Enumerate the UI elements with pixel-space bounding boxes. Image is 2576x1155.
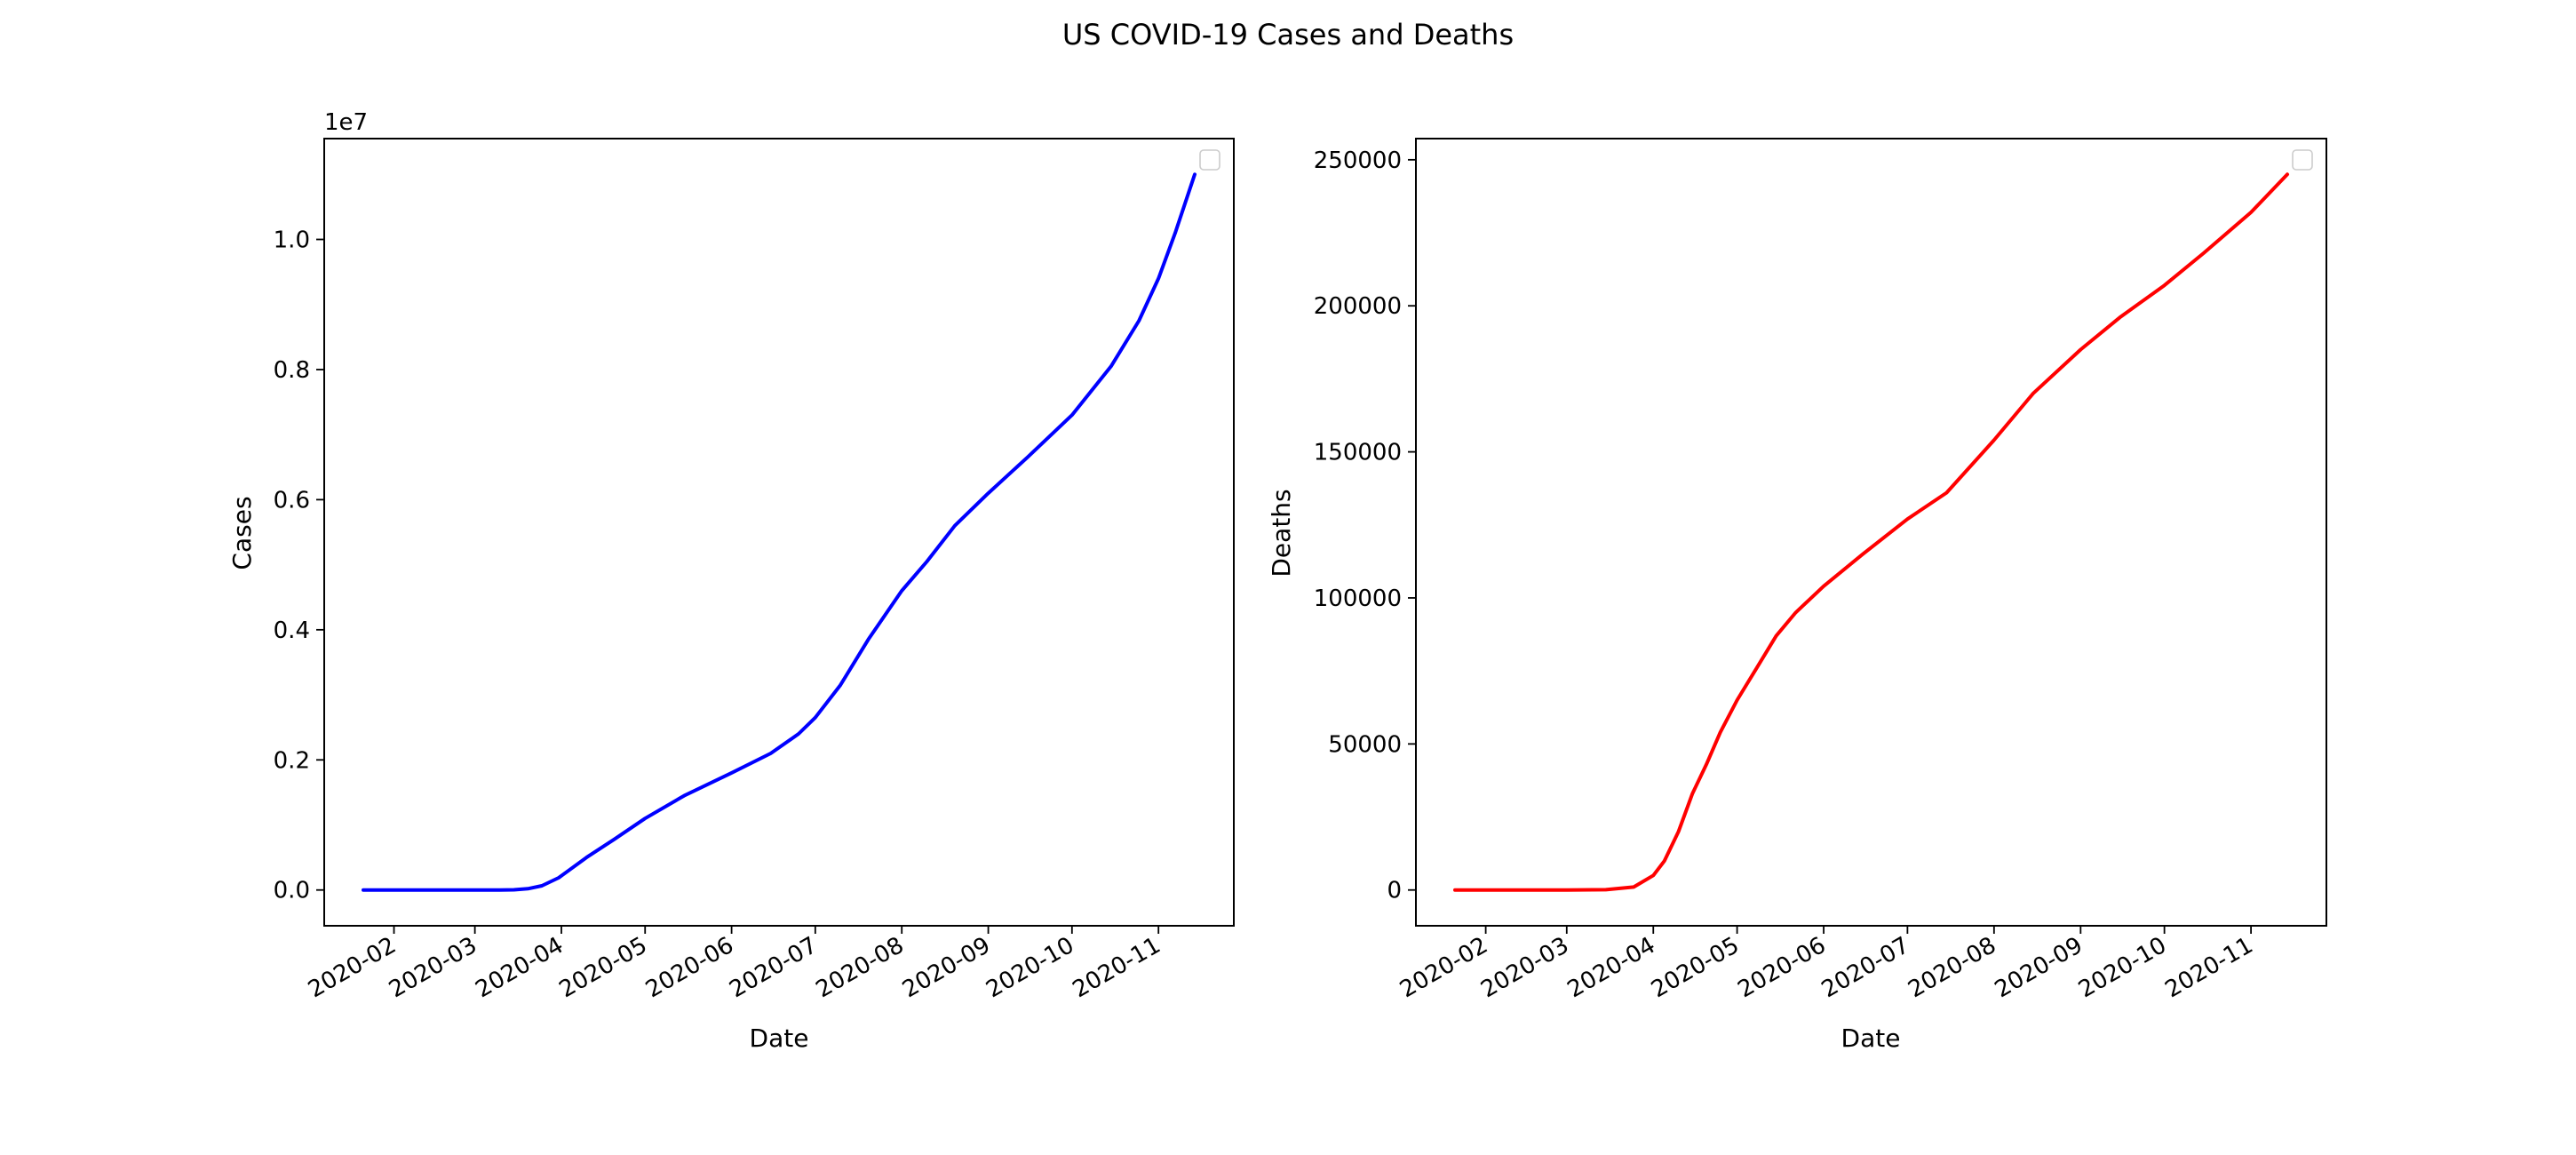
deaths-x-tick-label: 2020-06	[1733, 932, 1830, 1003]
deaths-y-tick-label: 0	[1387, 878, 1402, 904]
deaths-y-axis-label: Deaths	[1267, 489, 1296, 577]
cases-y-tick-label: 0.8	[274, 357, 310, 384]
cases-y-axis-label: Cases	[227, 496, 257, 570]
cases-x-tick-label: 2020-07	[725, 932, 822, 1003]
deaths-x-tick-label: 2020-04	[1563, 932, 1660, 1003]
figure-title: US COVID-19 Cases and Deaths	[1062, 18, 1514, 52]
cases-x-tick-label: 2020-11	[1069, 932, 1165, 1003]
deaths-x-tick-label: 2020-02	[1395, 932, 1492, 1003]
cases-y-tick-label: 0.6	[274, 487, 310, 514]
cases-y-tick-label: 0.2	[274, 747, 310, 774]
cases-x-axis-label: Date	[750, 1024, 809, 1053]
cases-x-tick-label: 2020-04	[471, 932, 568, 1003]
cases-y-offset-label: 1e7	[324, 109, 368, 136]
cases-ticks: 2020-022020-032020-042020-052020-062020-…	[274, 227, 1165, 1003]
deaths-chart: 2020-022020-032020-042020-052020-062020-…	[1267, 138, 2327, 1053]
cases-y-tick-label: 0.4	[274, 617, 310, 644]
cases-x-tick-label: 2020-03	[385, 932, 481, 1003]
deaths-plot-frame	[1415, 138, 2327, 927]
deaths-y-tick-label: 100000	[1314, 585, 1402, 612]
deaths-x-tick-label: 2020-08	[1904, 932, 2000, 1003]
deaths-series-line	[1453, 172, 2289, 892]
deaths-x-tick-label: 2020-07	[1817, 932, 1914, 1003]
deaths-y-tick-label: 150000	[1314, 440, 1402, 466]
cases-x-tick-label: 2020-02	[304, 932, 401, 1003]
cases-x-tick-label: 2020-08	[812, 932, 909, 1003]
deaths-x-tick-label: 2020-03	[1476, 932, 1573, 1003]
cases-plot-frame	[323, 138, 1235, 927]
deaths-series	[1453, 172, 2289, 892]
deaths-x-axis-label: Date	[1841, 1024, 1901, 1053]
cases-series-line	[362, 172, 1197, 892]
deaths-x-tick-label: 2020-11	[2161, 932, 2258, 1003]
cases-x-tick-label: 2020-05	[555, 932, 652, 1003]
deaths-legend	[2292, 149, 2313, 171]
cases-y-tick-label: 0.0	[274, 878, 310, 904]
deaths-y-tick-label: 200000	[1314, 293, 1402, 320]
cases-x-tick-label: 2020-10	[982, 932, 1078, 1003]
deaths-y-tick-label: 50000	[1328, 731, 1402, 758]
cases-x-tick-label: 2020-09	[898, 932, 995, 1003]
cases-x-tick-label: 2020-06	[641, 932, 738, 1003]
deaths-ticks: 2020-022020-032020-042020-052020-062020-…	[1314, 147, 2258, 1004]
deaths-x-tick-label: 2020-10	[2074, 932, 2171, 1003]
deaths-y-tick-label: 250000	[1314, 147, 1402, 174]
cases-series	[362, 172, 1197, 892]
deaths-x-tick-label: 2020-05	[1647, 932, 1744, 1003]
cases-chart: 2020-022020-032020-042020-052020-062020-…	[227, 109, 1235, 1053]
cases-y-tick-label: 1.0	[274, 227, 310, 253]
deaths-x-tick-label: 2020-09	[1991, 932, 2087, 1003]
cases-legend	[1199, 149, 1220, 171]
